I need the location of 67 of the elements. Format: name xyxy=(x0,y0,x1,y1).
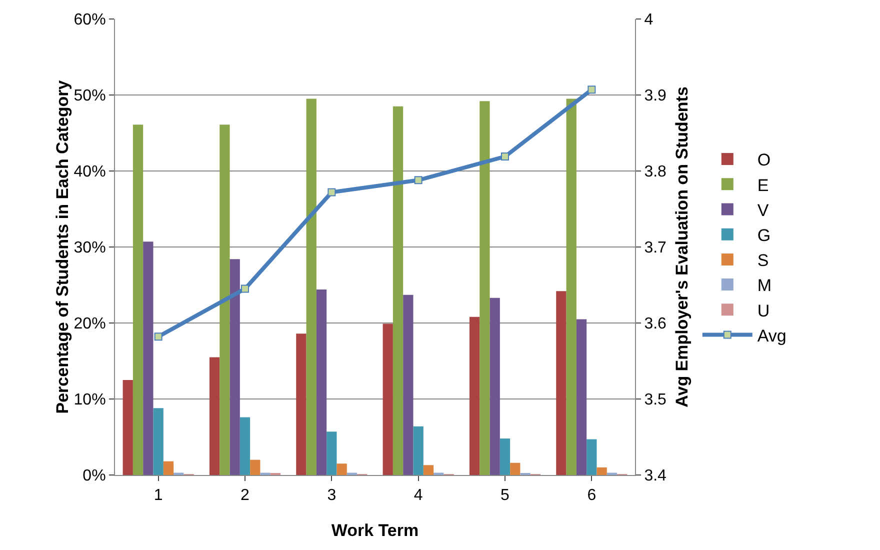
bar xyxy=(240,417,250,475)
x-tick-label: 1 xyxy=(154,487,163,504)
y2-tick-label: 3.6 xyxy=(644,316,667,333)
bar xyxy=(576,319,587,475)
bar xyxy=(230,259,240,475)
bar xyxy=(500,438,510,475)
x-tick-label: 3 xyxy=(327,487,336,504)
legend-label: S xyxy=(757,251,769,270)
point xyxy=(328,188,336,196)
x-tick-label: 5 xyxy=(500,487,510,504)
legend-label: G xyxy=(757,226,771,245)
bar xyxy=(556,291,566,475)
point xyxy=(414,176,422,184)
point xyxy=(241,284,249,293)
legend-label: V xyxy=(757,200,770,220)
bar xyxy=(132,124,144,475)
bar xyxy=(250,460,260,475)
bar xyxy=(586,439,597,475)
bar xyxy=(326,432,337,475)
bar xyxy=(510,462,520,475)
bar xyxy=(423,465,434,475)
bar xyxy=(336,464,347,475)
bar xyxy=(220,124,230,475)
y-tick-label: 30% xyxy=(74,240,106,257)
bar xyxy=(209,357,220,475)
y2-tick-label: 3.8 xyxy=(644,164,667,181)
x-tick-label: 4 xyxy=(414,487,423,504)
bar xyxy=(596,467,607,475)
y2-axis-title: Avg Employer's Evaluation on Students xyxy=(672,86,692,408)
y-axis-title: Percentage of Students in Each Category xyxy=(52,80,72,414)
legend-label: M xyxy=(757,276,772,296)
y-tick-label: 40% xyxy=(74,164,106,181)
y2-tick-label: 3.9 xyxy=(644,88,667,105)
legend-label: U xyxy=(757,301,770,320)
legend-label: Avg xyxy=(757,326,786,346)
point xyxy=(154,332,162,341)
bar xyxy=(153,408,164,475)
bar xyxy=(382,324,393,475)
bar xyxy=(122,380,133,475)
bar xyxy=(316,290,327,475)
y2-tick-label: 4 xyxy=(644,12,654,29)
y-tick-label: 50% xyxy=(74,88,106,105)
bar xyxy=(566,98,576,475)
bar xyxy=(143,242,154,475)
x-axis-title: Work Term xyxy=(331,521,419,540)
y-tick-label: 10% xyxy=(74,392,106,409)
bar xyxy=(403,294,414,475)
bar xyxy=(392,106,404,475)
bar xyxy=(480,101,490,475)
y2-tick-label: 3.7 xyxy=(644,240,667,257)
bar xyxy=(306,98,316,475)
bar xyxy=(296,334,306,475)
legend-label: E xyxy=(757,176,769,195)
y-tick-label: 60% xyxy=(74,12,106,29)
legend-label: O xyxy=(757,150,771,170)
bar xyxy=(469,316,480,475)
x-tick-label: 2 xyxy=(240,487,250,504)
y2-tick-label: 3.5 xyxy=(644,392,667,409)
bar xyxy=(163,461,174,475)
point xyxy=(501,152,509,161)
bar xyxy=(413,426,424,475)
bar xyxy=(490,298,500,475)
point xyxy=(588,86,596,94)
x-tick-label: 6 xyxy=(587,487,596,504)
y2-tick-label: 3.4 xyxy=(644,468,667,485)
y-tick-label: 20% xyxy=(74,316,106,333)
y-tick-label: 0% xyxy=(82,468,106,485)
